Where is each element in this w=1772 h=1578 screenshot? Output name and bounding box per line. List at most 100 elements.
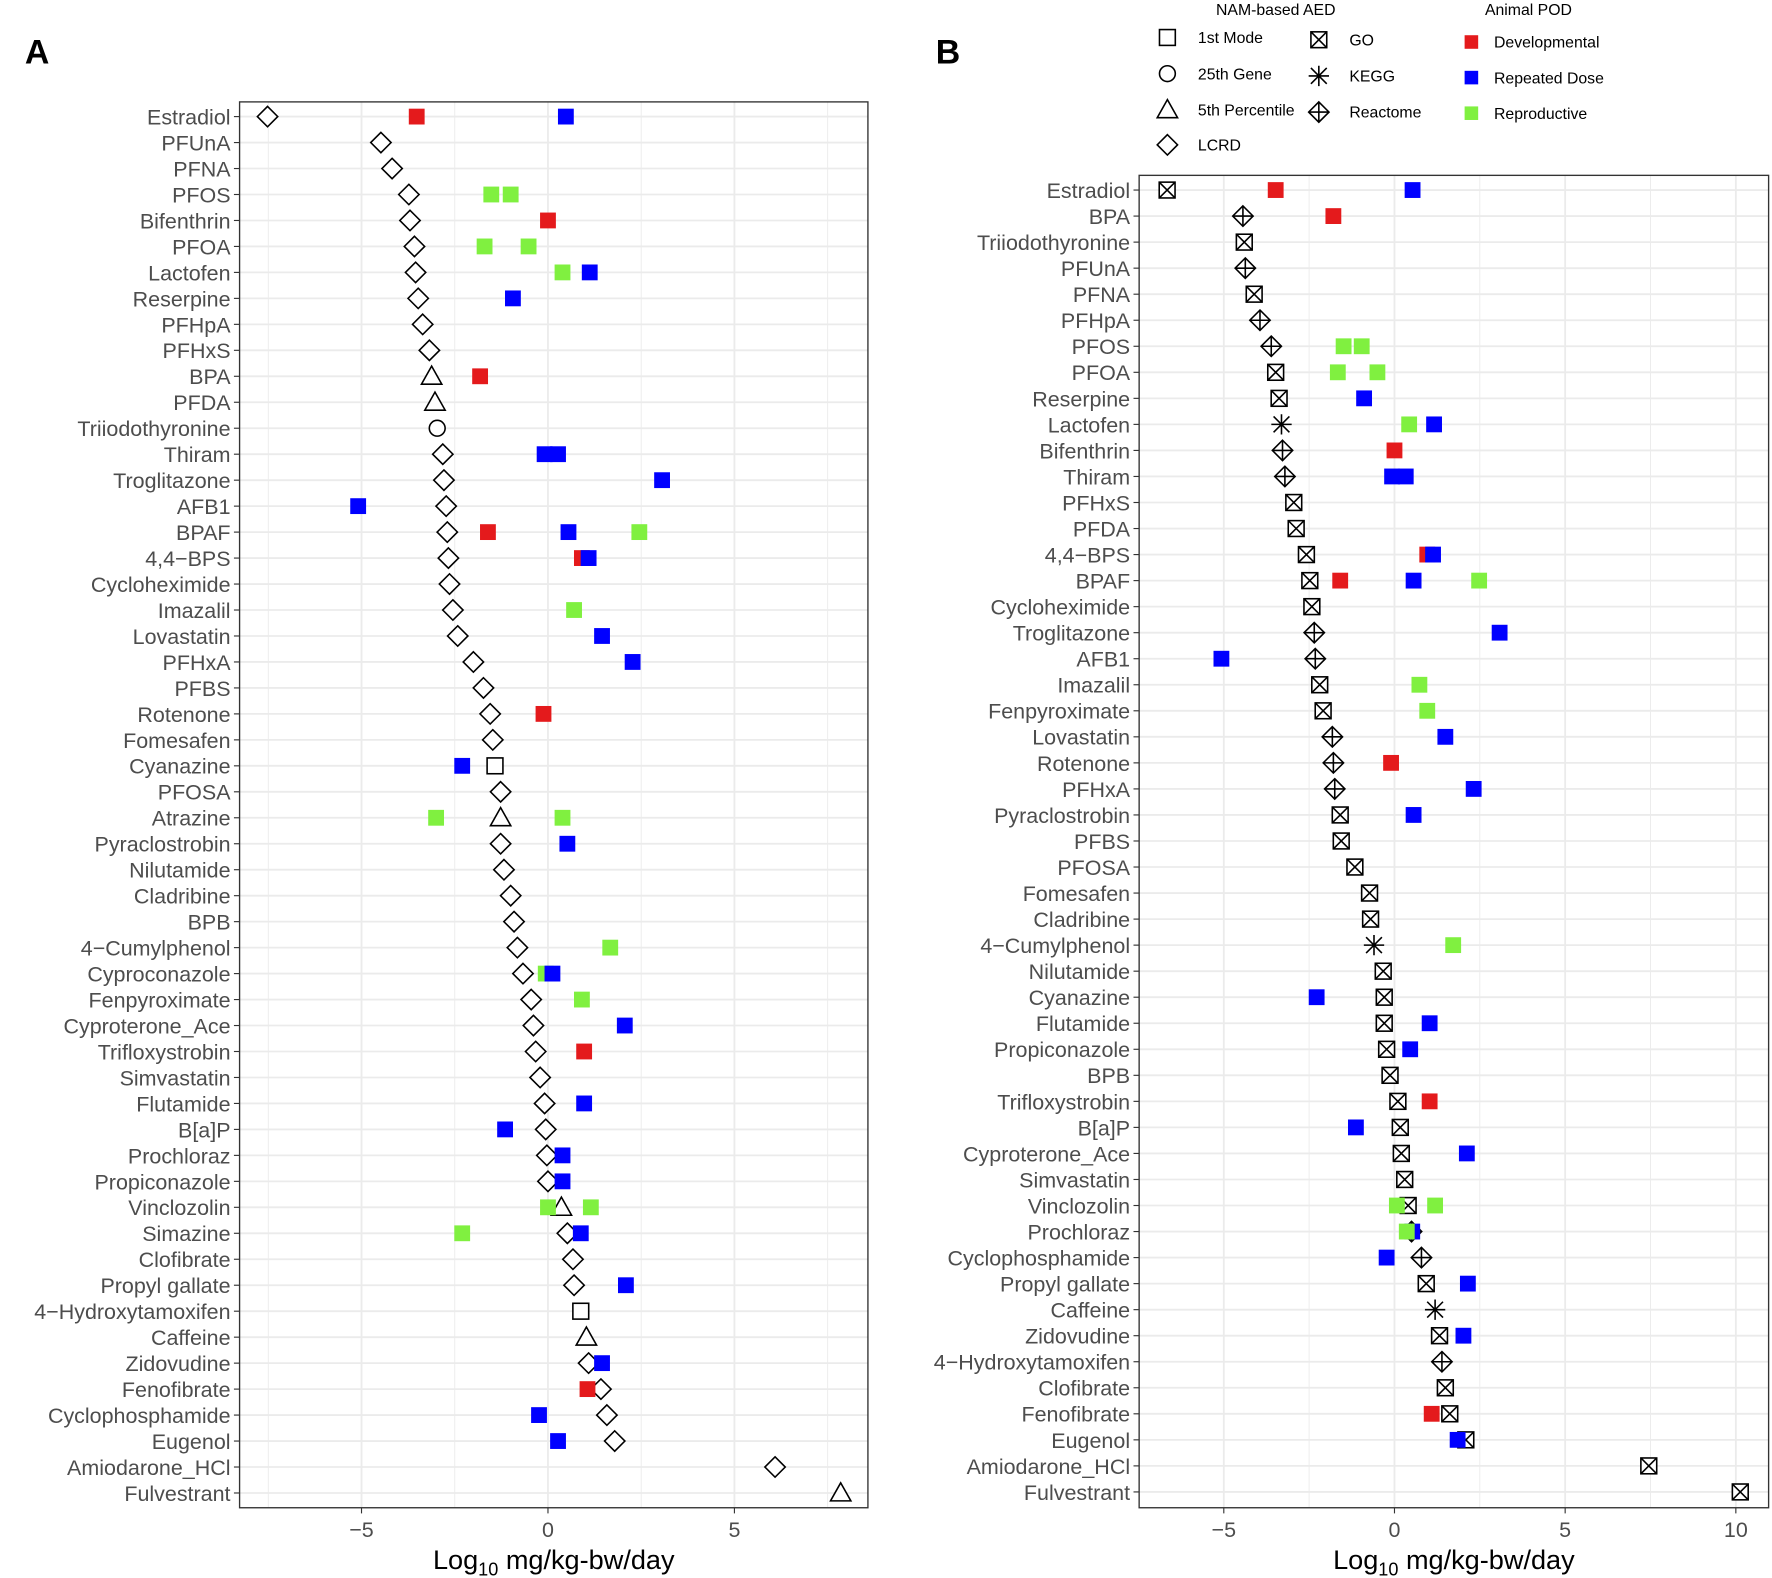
pod-point-rep (1308, 989, 1325, 1006)
nam-point-lcrd (534, 1118, 558, 1141)
y-tick-label: Caffeine (1051, 1299, 1131, 1323)
nam-point-lcrd (446, 624, 470, 648)
y-tick-label: Lactofen (148, 261, 230, 285)
y-tick-label: Reserpine (133, 287, 231, 311)
y-tick-label: Trifloxystrobin (98, 1040, 231, 1064)
y-tick-label: Simazine (142, 1222, 230, 1246)
x-axis-title-unit: mg/kg-bw/day (1398, 1544, 1575, 1575)
pod-point-dev (1332, 572, 1349, 589)
pod-point-rep (550, 446, 566, 463)
legend: NAM-based AED 1st Mode 25th Gene 5th Percen… (1155, 2, 1604, 157)
pod-point-rep (1421, 1015, 1438, 1032)
nam-point-go (1430, 1326, 1449, 1345)
nam-point-go (1311, 676, 1329, 694)
pod-point-rep (1458, 1145, 1475, 1162)
legend-title-nam: NAM-based AED (1216, 2, 1336, 19)
y-tick-label: Cladribine (1033, 908, 1130, 932)
y-tick-label: BPB (1087, 1064, 1130, 1088)
nam-point-go (1297, 545, 1316, 564)
pod-point-rep (557, 108, 574, 125)
x-tick-label: 5 (728, 1518, 740, 1542)
nam-point-go (1441, 1405, 1459, 1423)
x-tick-label: −5 (1212, 1518, 1237, 1542)
nam-point-lcrd (533, 1092, 556, 1115)
nam-point-lcrd (499, 884, 522, 907)
y-tick-label: Triiodothyronine (977, 231, 1130, 255)
pod-point-dev (540, 212, 556, 229)
nam-point-pct5 (829, 1481, 853, 1502)
pod-point-dev (1325, 208, 1342, 224)
nam-point-lcrd (535, 1144, 559, 1167)
nam-point-kegg (1424, 1299, 1446, 1320)
legend-label: Repeated Dose (1494, 70, 1604, 87)
pod-point-repro (520, 238, 537, 255)
pod-point-repro (502, 186, 519, 203)
nam-point-lcrd (441, 598, 465, 622)
y-tick-label: Fenofibrate (1021, 1403, 1130, 1427)
y-tick-label: Bifenthrin (140, 209, 231, 233)
pod-point-dev (535, 705, 552, 722)
y-tick-label: 4,4−BPS (1045, 543, 1130, 567)
legend-mode1-icon (1158, 28, 1177, 47)
nam-point-lcrd (489, 832, 512, 856)
y-tick-label: PFHxA (163, 651, 232, 675)
y-tick-label: PFNA (173, 157, 231, 181)
y-tick-label: Cladribine (134, 885, 231, 909)
nam-point-kegg (1271, 414, 1292, 435)
legend-dev-swatch (1464, 35, 1479, 49)
nam-point-reactome (1323, 777, 1347, 801)
legend-label: Developmental (1494, 35, 1599, 52)
legend-pct5-icon (1155, 98, 1179, 119)
pod-point-repro (1398, 1223, 1415, 1240)
pod-point-dev (1267, 182, 1284, 198)
nam-point-lcrd (462, 650, 485, 674)
y-tick-label: Atrazine (152, 807, 231, 831)
y-tick-label: Flutamide (1036, 1012, 1130, 1036)
nam-point-reactome (1248, 308, 1272, 332)
nam-point-pct5 (423, 390, 447, 411)
nam-point-reactome (1321, 725, 1344, 749)
nam-point-lcrd (411, 313, 434, 336)
nam-point-lcrd (561, 1247, 585, 1271)
y-tick-label: Caffeine (151, 1326, 231, 1350)
y-tick-label: Zidovudine (126, 1352, 231, 1376)
y-tick-label: 4−Cumylphenol (980, 934, 1130, 958)
nam-point-lcrd (438, 572, 461, 596)
legend-kegg-icon (1308, 65, 1329, 87)
pod-point-rep (616, 1017, 633, 1034)
y-tick-label: PFUnA (1061, 257, 1131, 281)
nam-point-go (1346, 858, 1364, 876)
x-axis-title-sub: 10 (478, 1560, 498, 1578)
nam-point-lcrd (603, 1429, 627, 1453)
y-tick-label: PFOS (172, 183, 230, 207)
nam-point-go (1245, 285, 1263, 303)
plot-border (238, 101, 869, 1509)
pod-point-rep (1491, 624, 1508, 641)
y-tick-label: BPB (188, 911, 231, 935)
nam-point-lcrd (369, 131, 393, 154)
nam-point-pct5 (549, 1195, 573, 1217)
y-tick-label: Prochloraz (1027, 1220, 1130, 1244)
nam-point-lcrd (256, 105, 279, 128)
y-tick-label: Clofibrate (139, 1248, 231, 1272)
pod-point-rep (1384, 468, 1401, 485)
pod-point-rep (454, 757, 471, 774)
y-tick-label: Vinclozolin (128, 1196, 230, 1220)
y-tick-label: Zidovudine (1025, 1325, 1130, 1349)
y-tick-label: Estradiol (1047, 179, 1131, 203)
pod-point-dev (1421, 1093, 1438, 1110)
nam-point-lcrd (528, 1066, 552, 1089)
y-tick-label: Simvastatin (1019, 1168, 1130, 1192)
y-tick-label: Cyclophosphamide (948, 1246, 1131, 1270)
pod-point-rep (1455, 1327, 1472, 1344)
legend-label: 25th Gene (1198, 66, 1272, 83)
pod-point-repro (1335, 338, 1352, 355)
y-tick-label: Propiconazole (94, 1170, 230, 1194)
y-tick-label: PFUnA (161, 131, 231, 155)
nam-point-reactome (1430, 1350, 1454, 1374)
y-tick-label: B[a]P (178, 1118, 231, 1142)
nam-point-reactome (1303, 647, 1327, 671)
pod-point-repro (483, 186, 500, 203)
nam-point-go (1301, 571, 1319, 590)
nam-point-lcrd (519, 988, 543, 1011)
